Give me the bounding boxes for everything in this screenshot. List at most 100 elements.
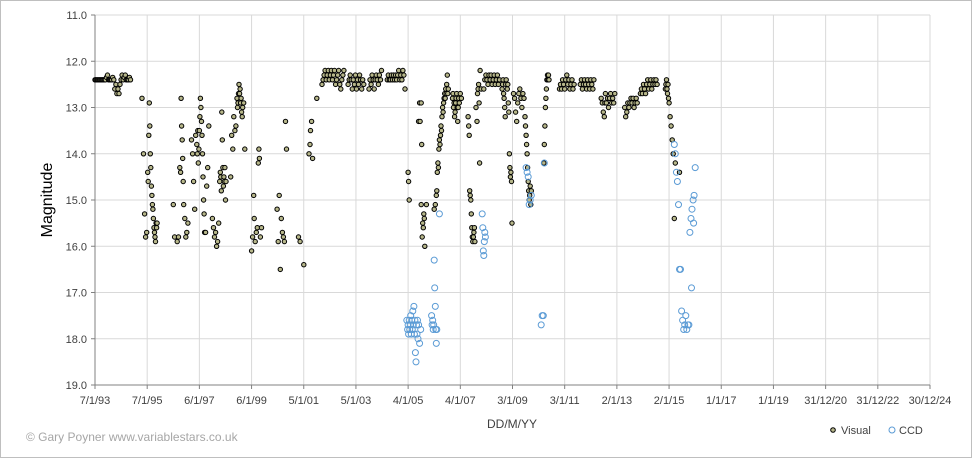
visual-point <box>210 225 217 231</box>
visual-point <box>217 178 223 185</box>
visual-point <box>436 146 442 152</box>
ccd-point <box>524 173 532 181</box>
visual-point <box>434 188 440 194</box>
y-tick-label: 17.0 <box>66 288 87 300</box>
visual-point <box>196 146 202 152</box>
visual-point <box>175 234 182 240</box>
visual-point <box>439 104 446 111</box>
visual-point <box>457 90 463 97</box>
visual-point <box>455 104 461 111</box>
visual-point <box>438 127 445 134</box>
visual-point <box>467 188 473 194</box>
visual-point <box>671 215 677 222</box>
visual-point <box>193 132 199 139</box>
visual-point <box>340 72 346 78</box>
visual-point <box>361 81 367 88</box>
visual-point <box>219 137 226 143</box>
visual-point <box>188 137 195 143</box>
visual-point <box>642 90 649 97</box>
visual-point <box>239 114 245 120</box>
ccd-point <box>537 321 545 329</box>
visual-point <box>248 248 255 254</box>
visual-point <box>468 197 474 203</box>
visual-point <box>521 95 527 102</box>
visual-point <box>523 141 530 148</box>
visual-point <box>421 211 427 217</box>
visual-point <box>598 95 604 102</box>
ccd-point <box>431 302 439 310</box>
visual-point <box>667 114 673 120</box>
x-axis-label: DD/M/YY <box>487 417 537 431</box>
visual-point <box>569 77 575 83</box>
visual-point <box>149 201 156 208</box>
visual-point <box>545 72 552 78</box>
visual-point <box>506 151 513 157</box>
visual-point <box>145 178 151 185</box>
x-tick-label: 30/12/24 <box>909 395 952 407</box>
visual-point <box>431 206 437 212</box>
visual-point <box>522 114 528 120</box>
visual-point <box>360 77 366 83</box>
visual-point <box>240 104 246 111</box>
visual-point <box>672 160 678 166</box>
visual-point <box>476 100 482 106</box>
visual-point <box>209 215 216 222</box>
visual-point <box>666 100 672 106</box>
visual-point <box>177 169 184 176</box>
visual-point <box>255 160 261 166</box>
visual-point <box>468 211 474 217</box>
visual-point <box>541 141 547 148</box>
ccd-point <box>539 312 547 320</box>
ccd-point <box>682 312 690 320</box>
ccd-point <box>526 196 534 204</box>
visual-point <box>127 77 134 83</box>
ccd-point <box>412 358 420 366</box>
visual-point <box>241 100 247 106</box>
ccd-point <box>410 330 418 338</box>
visual-point <box>217 169 224 176</box>
ccd-point <box>429 316 437 324</box>
visual-point <box>211 234 218 240</box>
visual-point <box>212 229 219 236</box>
visual-point <box>242 146 248 152</box>
ccd-point <box>481 228 489 236</box>
visual-point <box>440 109 446 115</box>
visual-point <box>664 90 671 97</box>
ccd-point <box>413 330 421 338</box>
visual-point <box>146 100 153 106</box>
visual-point <box>520 90 526 97</box>
visual-point <box>139 95 145 102</box>
visual-point <box>542 104 549 111</box>
visual-point <box>341 67 347 74</box>
visual-point <box>504 86 510 92</box>
ccd-point <box>675 201 682 209</box>
ccd-point <box>670 141 678 148</box>
visual-point <box>602 90 609 97</box>
visual-point <box>319 81 325 88</box>
x-tick-label: 1/1/17 <box>706 395 737 407</box>
visual-point <box>279 229 286 236</box>
visual-point <box>147 123 153 129</box>
visual-point <box>152 238 159 245</box>
visual-point <box>600 109 606 115</box>
visual-point <box>280 234 287 240</box>
visual-point <box>419 234 425 240</box>
visual-point <box>181 201 187 208</box>
visual-point <box>418 201 424 208</box>
ccd-point <box>678 307 686 315</box>
visual-point <box>624 109 630 115</box>
visual-point <box>154 220 160 226</box>
visual-point <box>500 90 507 97</box>
visual-point <box>435 160 441 166</box>
visual-point <box>180 155 186 162</box>
visual-point <box>467 192 473 199</box>
visual-point <box>201 211 207 217</box>
ccd-point <box>480 252 488 259</box>
visual-point <box>527 183 533 189</box>
visual-point <box>221 174 227 180</box>
visual-point <box>180 178 186 185</box>
visual-point <box>542 123 548 129</box>
visual-point <box>229 132 235 139</box>
visual-point <box>421 215 427 222</box>
visual-point <box>256 155 263 162</box>
